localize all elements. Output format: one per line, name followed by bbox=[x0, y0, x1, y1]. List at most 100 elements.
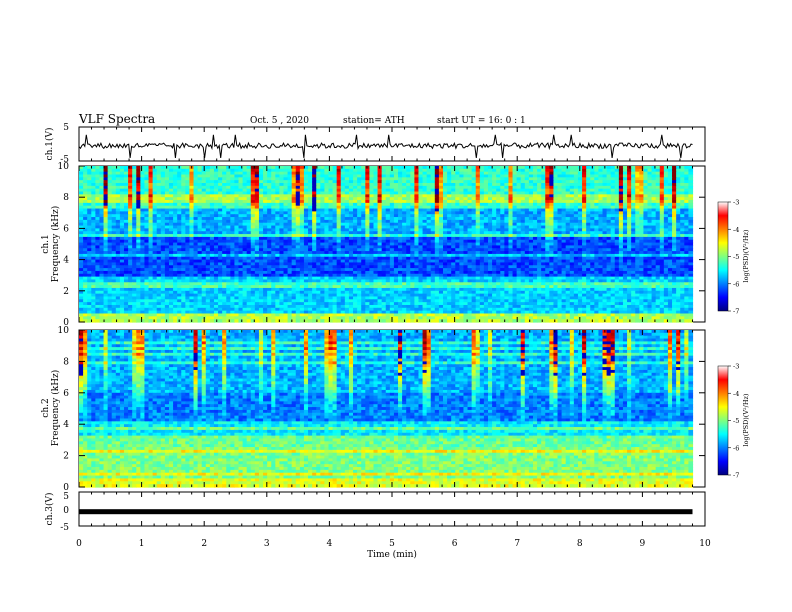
spectrogram-cell bbox=[222, 194, 227, 198]
spectrogram-cell bbox=[414, 168, 420, 173]
spectrogram-cell bbox=[455, 191, 460, 195]
spectrogram-cell bbox=[430, 166, 436, 170]
spectrogram-cell bbox=[381, 188, 387, 193]
spectrogram-cell bbox=[222, 183, 227, 187]
spectrogram-cell bbox=[561, 171, 567, 176]
spectrogram-cell bbox=[361, 171, 366, 176]
spectrogram-cell bbox=[639, 188, 644, 193]
spectrogram-cell bbox=[561, 174, 567, 178]
spectrogram-cell bbox=[226, 168, 231, 173]
spectrogram-cell bbox=[181, 188, 186, 193]
spectrogram-cell bbox=[631, 194, 636, 198]
spectrogram-cell bbox=[91, 194, 96, 198]
spectrogram-cell bbox=[152, 166, 158, 170]
spectrogram-cell bbox=[91, 168, 96, 173]
spectrogram-cell bbox=[524, 168, 530, 173]
spectrogram-cell bbox=[492, 177, 497, 181]
spectrogram-cell bbox=[528, 171, 534, 176]
spectrogram-cell bbox=[684, 171, 689, 176]
spectrogram-cell bbox=[353, 171, 358, 176]
spectrogram-cell bbox=[144, 183, 150, 187]
spectrogram-cell bbox=[516, 180, 522, 184]
spectrogram-cell bbox=[487, 188, 493, 193]
spectrogram-cell bbox=[246, 174, 252, 178]
spectrogram-cell bbox=[234, 171, 240, 176]
spectrogram-cell bbox=[148, 166, 154, 170]
spectrogram-cell bbox=[577, 188, 583, 193]
spectrogram-cell bbox=[205, 185, 211, 190]
spectrogram-cell bbox=[369, 171, 375, 176]
spectrogram-cell bbox=[115, 180, 121, 184]
spectrogram-cell bbox=[430, 171, 436, 176]
spectrogram-cell bbox=[590, 174, 595, 178]
spectrogram-cell bbox=[328, 183, 334, 187]
spectrogram-cell bbox=[91, 188, 96, 193]
spectrogram-cell bbox=[577, 174, 583, 178]
spectrogram-cell bbox=[618, 171, 624, 176]
spectrogram-cell bbox=[549, 180, 555, 184]
spectrogram-cell bbox=[594, 183, 600, 187]
spectrogram-cell bbox=[144, 171, 150, 176]
spectrogram-cell bbox=[271, 171, 276, 176]
spectrogram-cell bbox=[201, 194, 207, 198]
spectrogram-cell bbox=[389, 194, 395, 198]
spectrogram-cell bbox=[361, 185, 366, 190]
spectrogram-cell bbox=[545, 174, 550, 178]
spectrogram-cell bbox=[263, 174, 268, 178]
spectrogram-cell bbox=[639, 171, 644, 176]
spectrogram-cell bbox=[205, 191, 211, 195]
spectrogram-cell bbox=[348, 168, 354, 173]
spectrogram-cell bbox=[647, 183, 653, 187]
spectrogram-cell bbox=[128, 191, 133, 195]
spectrogram-cell bbox=[635, 191, 640, 195]
spectrogram-cell bbox=[549, 166, 555, 170]
spectrogram-cell bbox=[312, 188, 317, 193]
spectrogram-cell bbox=[156, 171, 162, 176]
spectrogram-cell bbox=[111, 183, 117, 187]
spectrogram-cell bbox=[602, 171, 608, 176]
spectrogram-cell bbox=[602, 180, 608, 184]
spectrogram-cell bbox=[610, 183, 616, 187]
spectrogram-cell bbox=[532, 168, 538, 173]
spectrogram-cell bbox=[103, 166, 109, 170]
spectrogram-cell bbox=[451, 174, 456, 178]
spectrogram-cell bbox=[160, 168, 166, 173]
spectrogram-cell bbox=[189, 180, 195, 184]
spectrogram-cell bbox=[393, 168, 399, 173]
spectrogram-cell bbox=[222, 188, 227, 193]
spectrogram-cell bbox=[573, 174, 579, 178]
spectrogram-cell bbox=[185, 180, 191, 184]
spectrogram-cell bbox=[271, 188, 276, 193]
spectrogram-cell bbox=[173, 180, 178, 184]
spectrogram-cell bbox=[332, 185, 338, 190]
spectrogram-cell bbox=[287, 185, 293, 190]
spectrogram-cell bbox=[614, 180, 620, 184]
spectrogram-cell bbox=[524, 180, 530, 184]
spectrogram-cell bbox=[516, 174, 522, 178]
spectrogram-cell bbox=[160, 171, 166, 176]
spectrogram-cell bbox=[246, 183, 252, 187]
spectrogram-cell bbox=[291, 183, 297, 187]
spectrogram-cell bbox=[402, 188, 407, 193]
spectrogram-cell bbox=[532, 194, 538, 198]
spectrogram-cell bbox=[430, 177, 436, 181]
spectrogram-cell bbox=[181, 183, 186, 187]
spectrogram-cell bbox=[398, 174, 403, 178]
spectrogram-cell bbox=[164, 191, 170, 195]
spectrogram-cell bbox=[565, 166, 571, 170]
ch1-waveform-line bbox=[78, 134, 693, 158]
spectrogram-cell bbox=[189, 191, 195, 195]
spectrogram-cell bbox=[99, 168, 105, 173]
spectrogram-cell bbox=[205, 180, 211, 184]
spectrogram-cell bbox=[635, 188, 640, 193]
spectrogram-cell bbox=[610, 177, 616, 181]
spectrogram-cell bbox=[447, 180, 452, 184]
ch1-waveform-panel: 5 -5 ch.1(V) bbox=[44, 123, 706, 165]
spectrogram-cell bbox=[569, 185, 575, 190]
spectrogram-cell bbox=[586, 194, 591, 198]
spectrogram-cell bbox=[569, 166, 575, 170]
spectrogram-cell bbox=[99, 188, 105, 193]
spectrogram-cell bbox=[684, 174, 689, 178]
spectrogram-cell bbox=[238, 191, 244, 195]
header-date: Oct. 5 , 2020 bbox=[250, 116, 309, 126]
